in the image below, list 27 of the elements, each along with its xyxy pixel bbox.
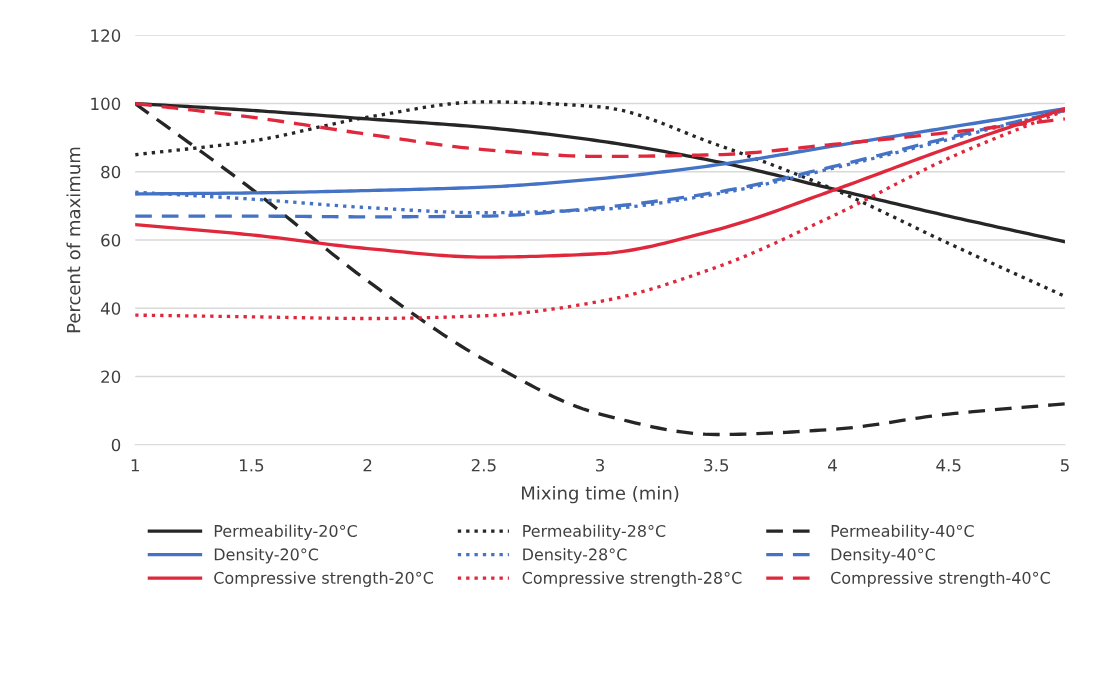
y-tick-label: 40 [100,302,121,315]
x-tick-label: 2.5 [471,458,496,472]
y-tick-label: 120 [91,29,121,42]
legend-label: Permeability-40°C [831,524,974,541]
x-tick-label: 1.5 [239,459,264,472]
legend-label: Density-20°C [214,548,319,564]
legend-label: Density-40°C [831,548,935,564]
y-tick-label: 60 [101,233,121,247]
legend-label: Compressive strength-28°C [522,571,742,587]
legend-label: Compressive strength-20°C [214,571,433,587]
x-tick-label: 3.5 [704,458,729,472]
y-tick-label: 100 [91,97,121,111]
x-tick-label: 3 [596,458,605,472]
y-tick-label: 0 [111,438,121,452]
legend-label: Permeability-28°C [523,524,666,541]
x-tick-label: 4 [828,459,837,472]
y-tick-label: 20 [101,370,121,384]
x-tick-label: 4.5 [936,459,961,472]
y-axis-title: Percent of maximum [66,147,81,333]
legend-label: Compressive strength-40°C [831,571,1050,587]
x-tick-label: 5 [1060,459,1069,472]
x-axis-title: Mixing time (min) [522,485,679,504]
x-tick-label: 2 [363,458,372,472]
legend-label: Density-28°C [523,548,627,564]
y-tick-label: 80 [101,165,121,179]
x-tick-label: 1 [131,459,139,472]
legend-label: Permeability-20°C [214,524,357,541]
